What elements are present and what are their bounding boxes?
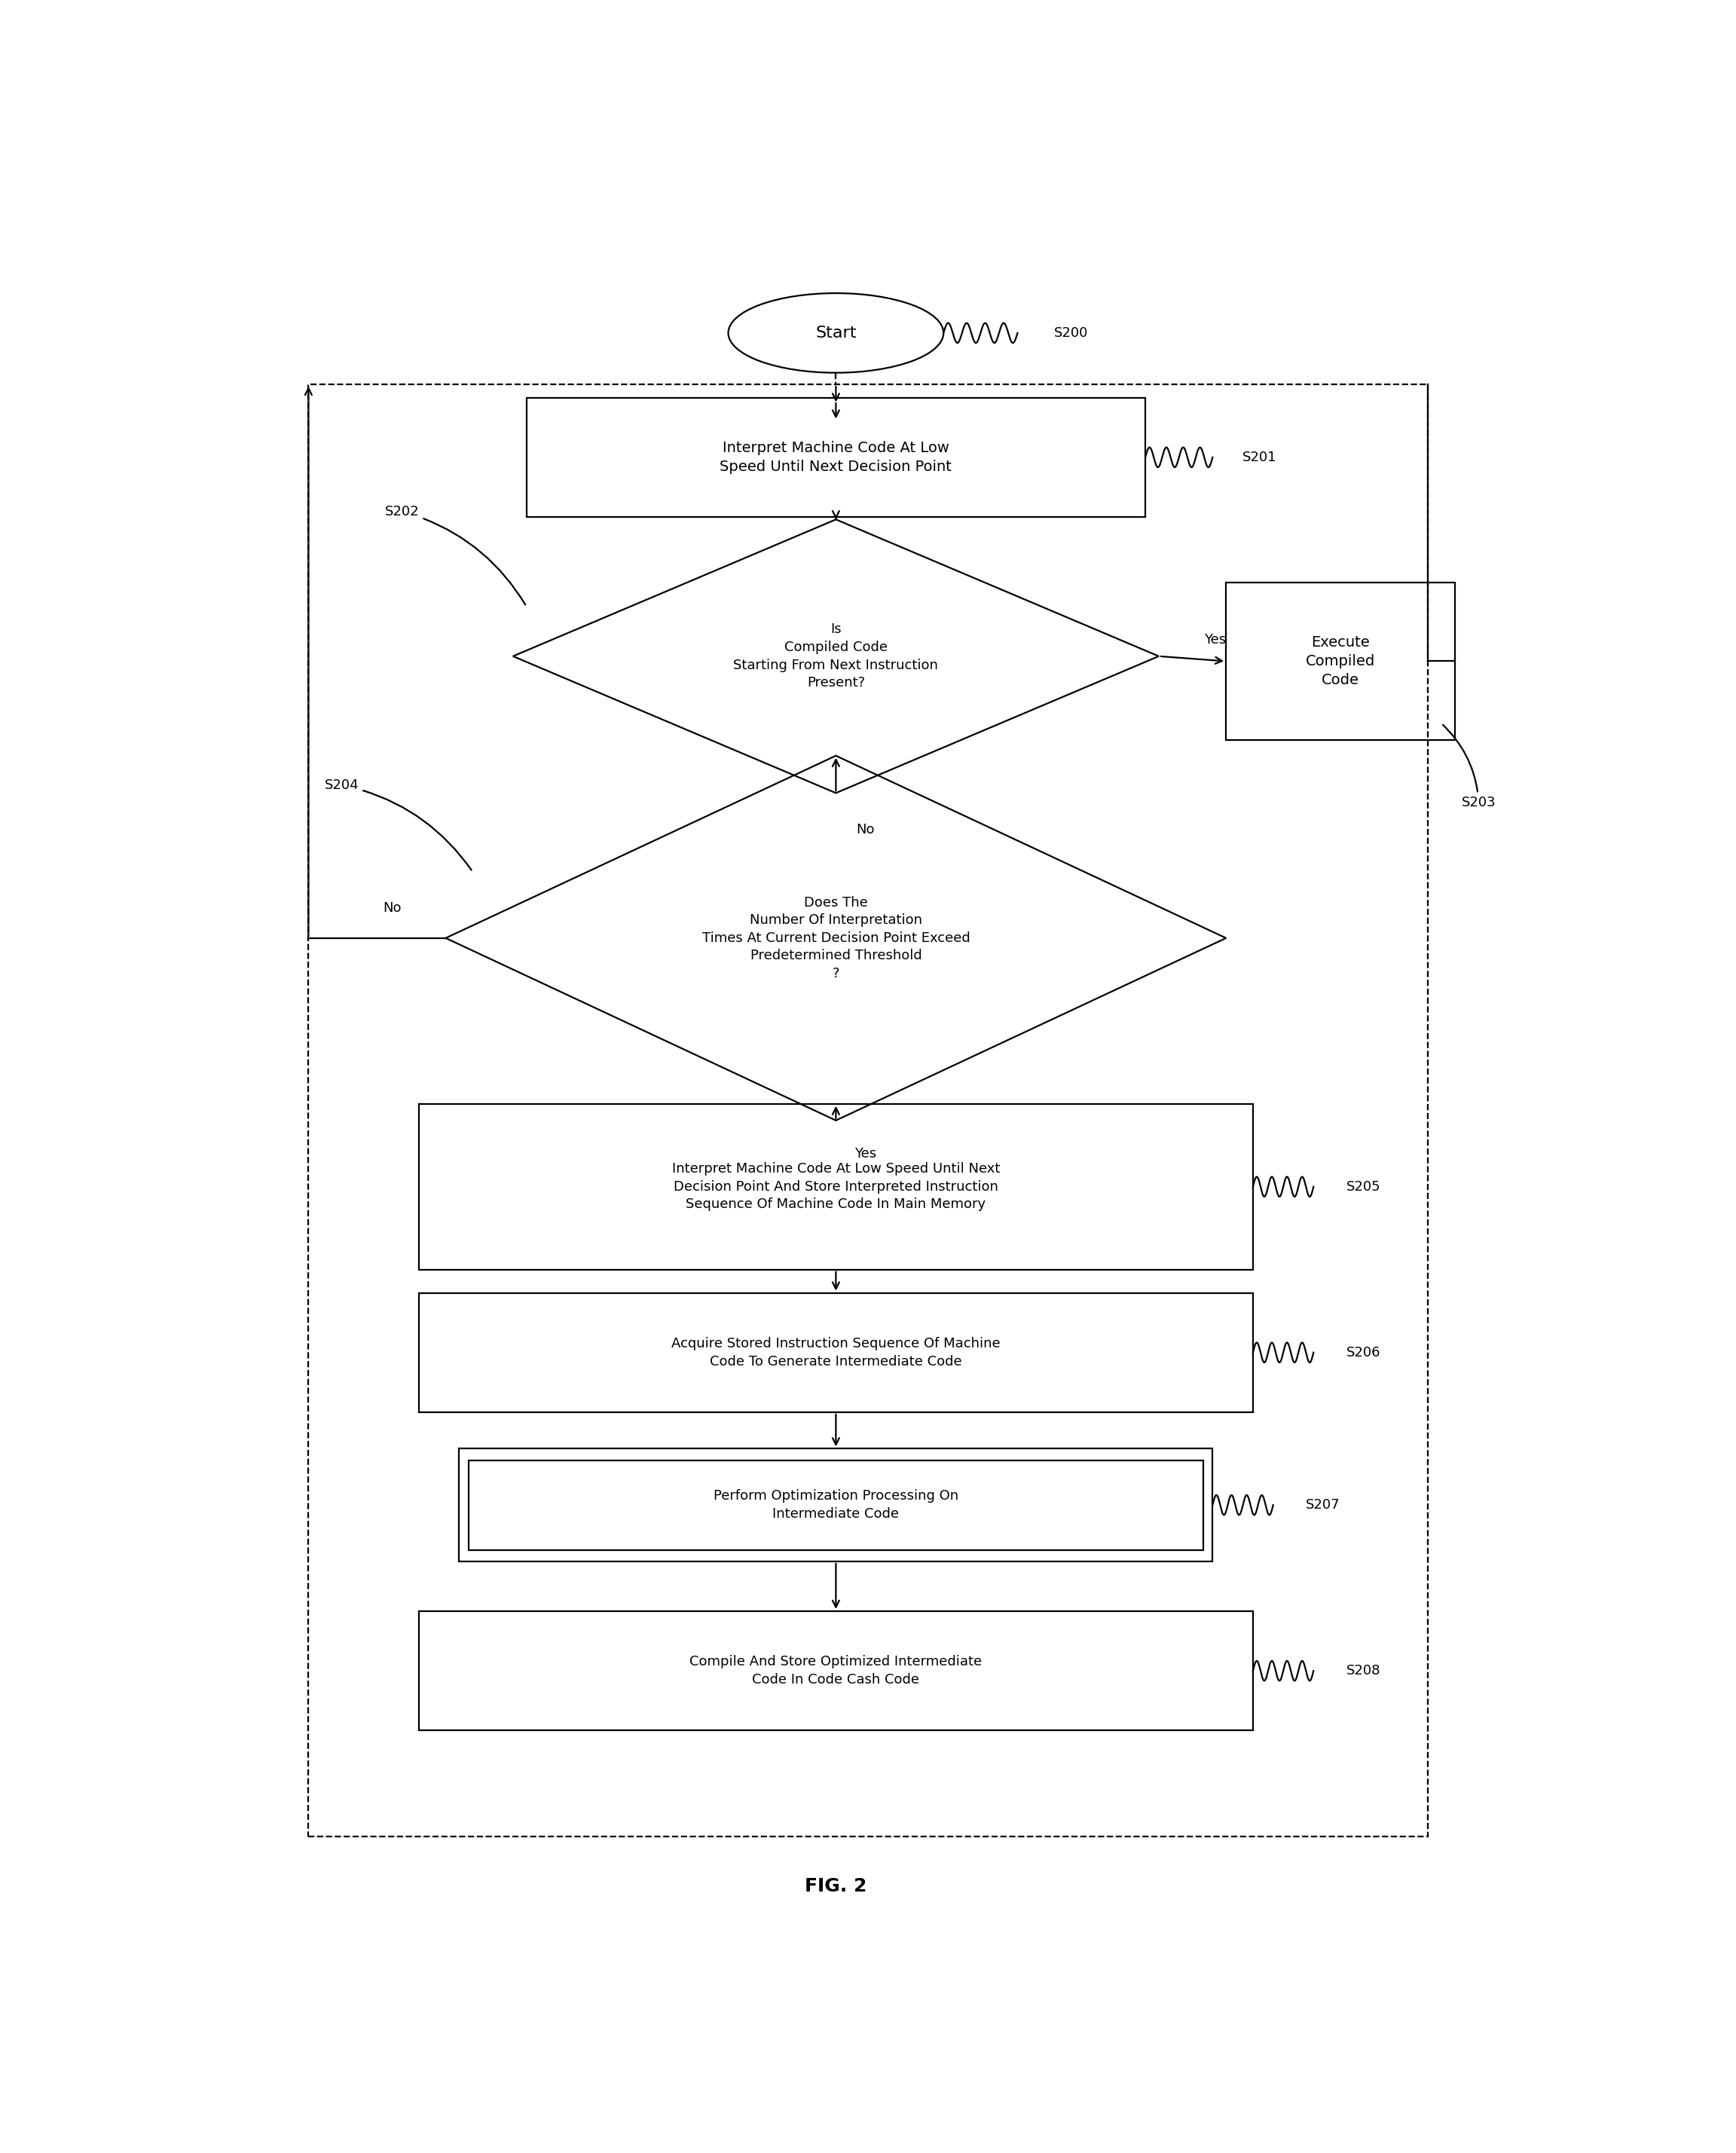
Bar xyxy=(469,1460,1203,1550)
Text: S206: S206 xyxy=(1345,1346,1380,1359)
Text: S208: S208 xyxy=(1345,1664,1380,1677)
Text: Is
Compiled Code
Starting From Next Instruction
Present?: Is Compiled Code Starting From Next Inst… xyxy=(733,622,939,689)
Text: Does The
Number Of Interpretation
Times At Current Decision Point Exceed
Predete: Does The Number Of Interpretation Times … xyxy=(701,896,970,980)
Text: Compile And Store Optimized Intermediate
Code In Code Cash Code: Compile And Store Optimized Intermediate… xyxy=(689,1656,983,1686)
Bar xyxy=(526,398,1146,517)
Text: S203: S203 xyxy=(1443,726,1496,810)
Text: Start: Start xyxy=(816,325,856,340)
Text: Yes: Yes xyxy=(1205,633,1226,646)
Text: S205: S205 xyxy=(1345,1180,1380,1193)
Text: S204: S204 xyxy=(325,777,472,870)
Text: Execute
Compiled
Code: Execute Compiled Code xyxy=(1305,635,1375,687)
Text: S200: S200 xyxy=(1054,325,1088,340)
Bar xyxy=(418,1292,1253,1412)
Text: Interpret Machine Code At Low Speed Until Next
Decision Point And Store Interpre: Interpret Machine Code At Low Speed Unti… xyxy=(672,1163,1000,1212)
Text: Yes: Yes xyxy=(854,1148,877,1160)
Bar xyxy=(458,1449,1212,1561)
Bar xyxy=(309,385,1427,1837)
Text: No: No xyxy=(382,902,401,915)
Bar xyxy=(418,1104,1253,1270)
Text: S202: S202 xyxy=(385,504,526,605)
Text: S207: S207 xyxy=(1305,1498,1340,1511)
Text: FIG. 2: FIG. 2 xyxy=(806,1877,866,1895)
Text: No: No xyxy=(856,822,875,835)
Text: Interpret Machine Code At Low
Speed Until Next Decision Point: Interpret Machine Code At Low Speed Unti… xyxy=(720,441,951,474)
Text: Acquire Stored Instruction Sequence Of Machine
Code To Generate Intermediate Cod: Acquire Stored Instruction Sequence Of M… xyxy=(672,1337,1000,1367)
Bar xyxy=(1226,583,1455,741)
Text: Perform Optimization Processing On
Intermediate Code: Perform Optimization Processing On Inter… xyxy=(713,1490,958,1520)
Text: S201: S201 xyxy=(1243,450,1276,465)
Bar xyxy=(418,1610,1253,1731)
